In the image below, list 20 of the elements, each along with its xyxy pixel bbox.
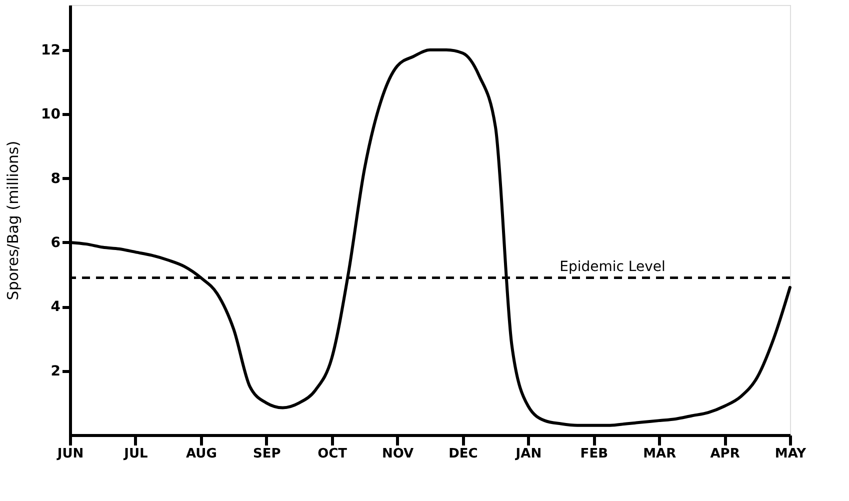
y-tick-label: 10 xyxy=(41,106,61,123)
y-tick-label: 4 xyxy=(50,299,61,316)
x-tick-label: OCT xyxy=(318,446,348,462)
y-axis-title: Spores/Bag (millions) xyxy=(4,140,22,300)
y-tick-label: 6 xyxy=(50,234,60,251)
y-tick-label: 8 xyxy=(50,170,60,187)
x-tick-label: MAY xyxy=(774,446,807,462)
y-tick-label: 12 xyxy=(41,42,60,58)
x-tick-label: DEC xyxy=(448,446,478,462)
x-tick-label: FEB xyxy=(580,446,608,462)
x-tick-label: JUN xyxy=(56,446,84,462)
x-tick-label: JUL xyxy=(123,446,148,462)
x-tick-label: NOV xyxy=(382,446,414,462)
x-tick-label: AUG xyxy=(186,446,217,462)
x-tick-label: MAR xyxy=(643,446,676,462)
x-tick-label: SEP xyxy=(252,446,281,462)
y-tick-label: 2 xyxy=(50,363,60,380)
x-tick-label: APR xyxy=(710,446,740,462)
x-tick-label: JAN xyxy=(514,446,542,462)
ref-line-label: Epidemic Level xyxy=(560,258,666,275)
